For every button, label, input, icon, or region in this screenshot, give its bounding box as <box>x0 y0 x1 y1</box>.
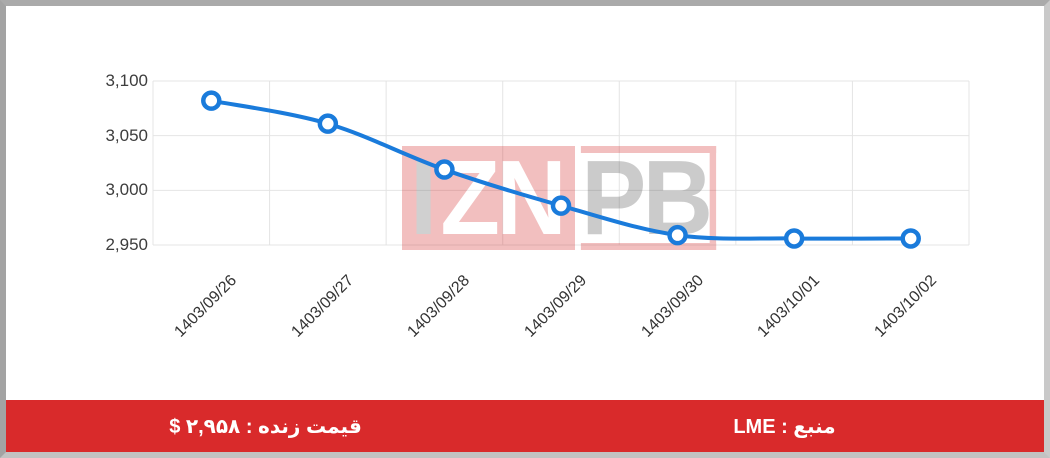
data-point-marker[interactable] <box>434 159 455 180</box>
watermark-letters-pb: PB <box>580 145 717 251</box>
y-axis-label: 2,950 <box>105 235 148 254</box>
live-price-label: قیمت زنده : ۲,۹۵۸ $ <box>169 415 362 438</box>
watermark-iznpb: I ZN PB <box>402 139 722 257</box>
data-point-marker[interactable] <box>900 228 921 249</box>
data-point-marker[interactable] <box>201 90 222 111</box>
chart-grid-layer <box>152 80 970 246</box>
source-label: منبع : LME <box>733 415 836 438</box>
footer-bar: قیمت زنده : ۲,۹۵۸ $ منبع : LME <box>6 400 1044 452</box>
chart-series-layer <box>201 90 921 249</box>
data-point-marker[interactable] <box>783 228 805 249</box>
watermark-izn-block: I ZN <box>402 139 575 257</box>
data-point-marker[interactable] <box>317 113 339 134</box>
y-axis-label: 3,100 <box>105 71 148 90</box>
watermark-letters-zn: ZN <box>439 139 566 257</box>
price-line-series <box>209 98 913 241</box>
y-axis-label: 3,000 <box>105 180 148 200</box>
data-point-marker[interactable] <box>667 224 688 246</box>
data-point-marker[interactable] <box>550 195 572 216</box>
y-axis-label: 3,050 <box>105 125 148 145</box>
